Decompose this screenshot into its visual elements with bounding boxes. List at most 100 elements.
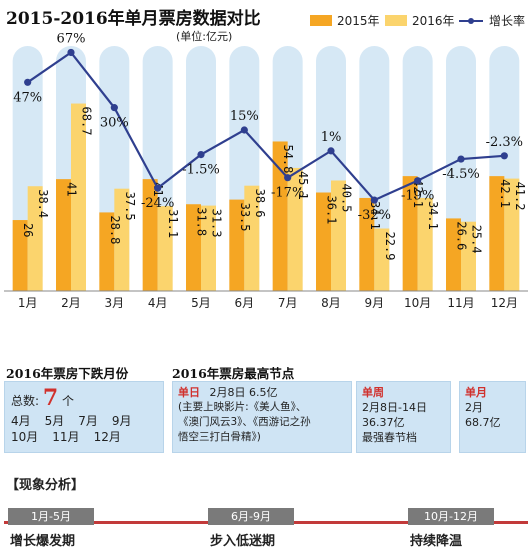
legend-2016: 2016年 <box>385 12 455 29</box>
bar-value-label-2016: 22.9 <box>383 232 397 261</box>
bar-2015 <box>56 179 71 291</box>
peak-single-month: 单月 2月 68.7亿 <box>459 381 526 453</box>
phase-label-3: 持续降温 <box>410 534 463 549</box>
bar-value-label-2015: 28.8 <box>108 215 122 244</box>
growth-rate-point <box>154 184 162 192</box>
legend-swatch-2016 <box>385 15 407 26</box>
bar-value-label-2015: 41 <box>65 182 79 196</box>
decline-months-row-2: 10月 11月 12月 <box>11 429 157 445</box>
phase-label-1: 增长爆发期 <box>10 534 76 549</box>
growth-rate-label: 30% <box>100 116 129 131</box>
x-axis: 1月 2月 3月 4月 5月 6月 7月 8月 9月 10月 11月 12月 <box>4 290 528 310</box>
x-tick-label: 5月 <box>191 296 211 310</box>
legend-line-growth-icon <box>459 17 483 24</box>
decline-month: 12月 <box>93 430 121 444</box>
decline-total: 总数: 7 个 <box>11 386 157 413</box>
single-day-films-3: 悟空三打白骨精》) <box>178 431 261 443</box>
growth-rate-label: -19% <box>401 189 434 204</box>
decline-month: 11月 <box>52 430 80 444</box>
growth-rate-label: -17% <box>271 186 304 201</box>
legend-swatch-2015 <box>310 15 332 26</box>
growth-rate-point <box>24 78 32 86</box>
x-tick-label: 7月 <box>278 296 298 310</box>
bar-2015 <box>402 176 418 291</box>
bar-2016 <box>114 188 130 291</box>
legend-2015: 2015年 <box>310 12 380 29</box>
analysis-title: 【现象分析】 <box>6 478 85 493</box>
bar-2016 <box>417 197 433 291</box>
bar-2015 <box>316 192 331 291</box>
peak-single-day: 单日 2月8日 6.5亿 (主要上映影片:《美人鱼》、 《澳门风云3》、《西游记… <box>172 381 352 453</box>
single-day-value: 2月8日 6.5亿 <box>209 386 278 399</box>
x-tick-label: 6月 <box>235 296 255 310</box>
growth-rate-point <box>414 177 422 185</box>
x-tick-label: 9月 <box>365 296 385 310</box>
legend-growth: 增长率 <box>458 12 525 29</box>
bar-2015 <box>12 220 28 291</box>
bar-value-label-2015: 42.1 <box>498 179 512 208</box>
bar-value-label-2016: 45.1 <box>296 171 310 200</box>
bar-value-label-2016: 38.6 <box>253 189 267 218</box>
peak-panel-title: 2016年票房最高节点 <box>172 366 295 381</box>
decline-month: 10月 <box>11 430 39 444</box>
growth-rate-point <box>370 196 378 204</box>
decline-total-unit: 个 <box>62 394 75 408</box>
bar-2015 <box>99 212 115 291</box>
growth-rate-label: -32% <box>358 208 391 223</box>
phase-range-1: 1月-5月 <box>8 508 94 525</box>
bar-line-chart: 2638.44168.728.837.54131.131.831.333.538… <box>4 31 528 310</box>
bar-2015 <box>186 204 201 291</box>
growth-rate-label: -24% <box>141 196 174 211</box>
growth-rate-point <box>500 152 508 160</box>
growth-rate-point <box>197 151 205 159</box>
growth-rate-labels: 47% 67% 30% -24% -1.5% 15% -17% 1% -32% -19% -4.5%… <box>13 31 523 223</box>
bar-value-label-2016: 41.2 <box>513 182 527 211</box>
peak-single-week: 单周 2月8日-14日 36.37亿 最强春节档 <box>356 381 451 453</box>
bar-value-label-2016: 31.3 <box>210 209 224 238</box>
growth-rate-label: -4.5% <box>442 167 479 182</box>
growth-rate-label: -2.3% <box>486 135 523 150</box>
bar-value-label-2016: 40.5 <box>340 183 354 212</box>
decline-total-value: 7 <box>42 385 59 411</box>
x-tick-label: 8月 <box>321 296 341 310</box>
growth-rate-label: 1% <box>321 130 342 145</box>
bar-2016 <box>201 205 216 291</box>
bar-2016 <box>244 185 260 291</box>
bar-value-label-2015: 42.1 <box>411 179 425 208</box>
decline-total-label: 总数: <box>11 394 40 408</box>
bar-value-label-2016: 34.1 <box>426 201 440 230</box>
bar-value-label-2015: 33.5 <box>238 203 252 232</box>
bar-value-label-2015: 34.1 <box>368 201 382 230</box>
bar-2015 <box>142 179 158 291</box>
growth-rate-label: 15% <box>230 109 259 124</box>
bar-value-label-2016: 37.5 <box>123 192 137 221</box>
growth-rate-point <box>284 174 292 182</box>
bar-2016 <box>504 178 520 291</box>
decline-month: 9月 <box>111 414 132 428</box>
bar-2016 <box>71 103 86 291</box>
chart-title: 2015-2016年单月票房数据对比 <box>6 9 261 29</box>
legend-label-2015: 2015年 <box>337 14 380 28</box>
bar-value-label-2015: 26.6 <box>455 221 469 250</box>
bar-2015 <box>272 141 288 291</box>
growth-rate-point <box>327 147 335 155</box>
bar-2016 <box>461 221 476 291</box>
bar-2016 <box>374 228 390 291</box>
growth-rate-point <box>67 48 75 57</box>
bar-value-label-2016: 25.4 <box>470 225 484 254</box>
phase-label-2: 步入低迷期 <box>210 534 276 549</box>
single-month-tag: 单月 <box>465 386 487 399</box>
bar-value-label-2015: 26 <box>21 223 35 237</box>
growth-rate-label: -1.5% <box>182 163 219 178</box>
single-month-value: 68.7亿 <box>465 416 501 429</box>
legend-label-2016: 2016年 <box>412 14 455 28</box>
decline-month: 7月 <box>78 414 98 428</box>
bar-2015 <box>446 218 461 291</box>
x-tick-label: 11月 <box>447 296 474 310</box>
single-week-tag: 单周 <box>362 386 384 399</box>
bar-2015 <box>489 176 505 291</box>
growth-rate-point <box>457 155 465 163</box>
growth-rate-line <box>24 48 508 204</box>
bar-value-label-2016: 38.4 <box>36 189 50 218</box>
unit-label: (单位:亿元) <box>176 30 233 43</box>
